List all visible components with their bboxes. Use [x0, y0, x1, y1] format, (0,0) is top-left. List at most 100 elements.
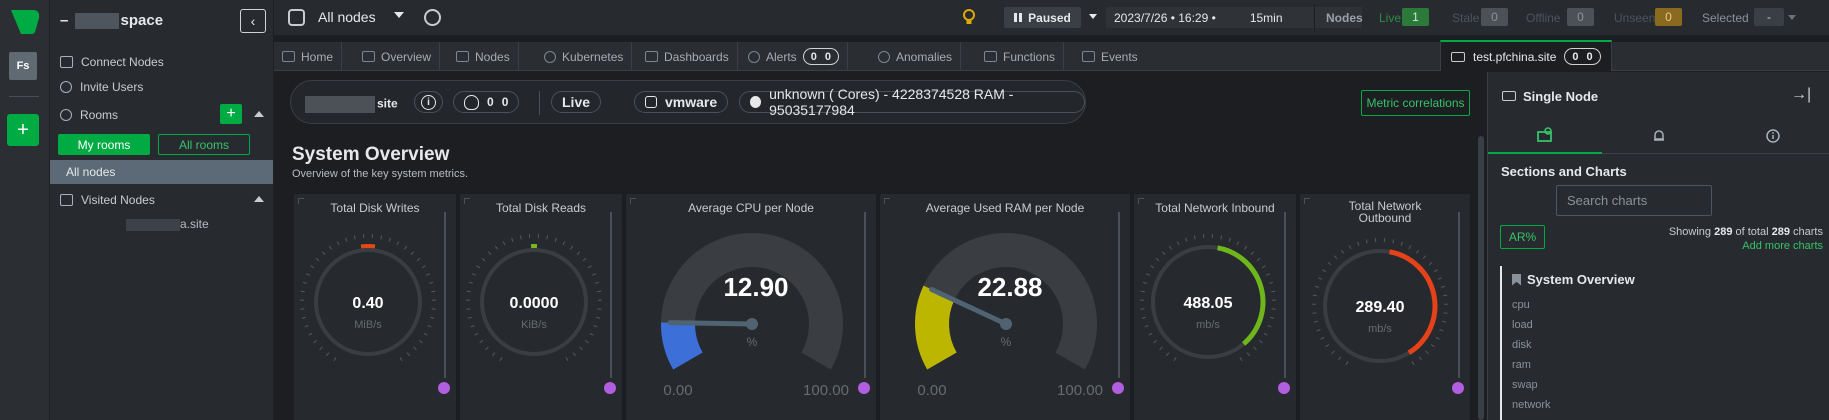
invite-users-link[interactable]: Invite Users	[60, 80, 143, 94]
node-specs-pill[interactable]: unknown ( Cores) - 4228374528 RAM - 9503…	[739, 86, 1085, 118]
rooms-collapse-icon[interactable]	[254, 111, 264, 117]
node-icon	[1502, 91, 1516, 101]
lightbulb-icon[interactable]	[962, 8, 976, 26]
live-status-pill[interactable]: Live	[551, 91, 602, 113]
gauge-tick	[345, 237, 348, 242]
tree-item-network[interactable]: network	[1512, 399, 1551, 411]
add-space-button[interactable]: +	[7, 114, 39, 146]
gauge-tick	[416, 257, 421, 262]
metric-correlations-button[interactable]: Metric correlations	[1361, 90, 1470, 116]
chevron-down-icon[interactable]	[394, 12, 404, 18]
main-scrollbar[interactable]	[1478, 136, 1484, 420]
tab-dashboards[interactable]: Dashboards	[637, 42, 738, 71]
collapse-sidebar-button[interactable]: ‹	[240, 9, 266, 33]
gauge-card-ram[interactable]: Average Used RAM per Node 22.88 % 0.00 1…	[880, 194, 1130, 420]
gauge-tick	[413, 346, 417, 351]
gauge-track	[661, 233, 843, 370]
room-selector[interactable]: All nodes	[318, 9, 376, 25]
gauge-card-net-outbound[interactable]: Total Network Outbound 289.40 mb/s	[1300, 194, 1470, 420]
tab-overview[interactable]: Overview	[354, 42, 441, 71]
gauge-tick	[1263, 332, 1268, 336]
chevron-down-icon[interactable]	[1089, 14, 1097, 19]
tab-anomalies[interactable]: Anomalies	[870, 42, 962, 71]
chevron-down-icon[interactable]	[1788, 15, 1796, 20]
gauge-card-disk-reads[interactable]: Total Disk Reads 0.0000 KiB/s	[460, 194, 622, 420]
tree-item-load[interactable]: load	[1512, 319, 1533, 331]
connect-nodes-link[interactable]: Connect Nodes	[60, 55, 164, 69]
alerts-warning-count: 0	[824, 50, 831, 63]
tree-item-swap[interactable]: swap	[1512, 379, 1538, 391]
tab-events[interactable]: Events	[1074, 42, 1146, 71]
node-alerts-pill[interactable]: 0 0	[453, 91, 520, 113]
gauge-card-disk-writes[interactable]: Total Disk Writes 0.40 MiB/s	[294, 194, 456, 420]
visited-collapse-icon[interactable]	[254, 196, 264, 202]
tab-kubernetes[interactable]: Kubernetes	[536, 42, 633, 71]
collapse-panel-icon[interactable]: →|	[1791, 86, 1812, 103]
tree-item-ram[interactable]: ram	[1512, 359, 1531, 371]
node-info-button[interactable]: i	[414, 91, 443, 113]
gauge-tick	[492, 352, 496, 357]
gear-icon[interactable]	[424, 9, 441, 26]
node-name: site	[305, 96, 398, 113]
card-scale-bar	[864, 212, 866, 378]
visited-node-item[interactable]: a.site	[126, 217, 209, 231]
connect-nodes-label: Connect Nodes	[81, 55, 164, 69]
gauge-tick	[1269, 281, 1274, 284]
virtualization-pill[interactable]: vmware	[634, 91, 729, 113]
gauge-value-arc	[1217, 245, 1266, 346]
anomaly-dot-icon[interactable]	[1112, 382, 1124, 394]
tree-item-disk[interactable]: disk	[1512, 339, 1532, 351]
gauge-tick	[591, 273, 597, 276]
ar-percent-button[interactable]: AR%	[1500, 225, 1545, 249]
search-charts-input[interactable]	[1556, 185, 1712, 216]
netdata-logo-icon[interactable]	[9, 6, 41, 38]
gauge-tick	[1439, 329, 1444, 332]
divider	[539, 91, 540, 115]
tab-info[interactable]	[1716, 118, 1829, 154]
tab-alerts-panel[interactable]	[1602, 118, 1716, 154]
gauge-tick	[1340, 249, 1345, 254]
tab-functions[interactable]: Functions	[976, 42, 1065, 71]
offline-count-badge[interactable]: 0	[1567, 8, 1594, 26]
unseen-count-badge[interactable]: 0	[1655, 8, 1682, 26]
tab-nodes[interactable]: Nodes	[448, 42, 519, 71]
stale-count-badge[interactable]: 0	[1481, 8, 1508, 26]
card-corner	[1138, 198, 1144, 204]
selected-count-badge[interactable]: -	[1754, 8, 1784, 26]
all-rooms-button[interactable]: All rooms	[158, 134, 250, 155]
gauge-tick	[572, 352, 576, 357]
gauge-card-net-inbound[interactable]: Total Network Inbound 488.05 mb/s	[1134, 194, 1296, 420]
card-corner	[630, 198, 636, 204]
my-rooms-button[interactable]: My rooms	[58, 134, 150, 155]
gauge-tick	[328, 245, 333, 250]
tree-item-cpu[interactable]: cpu	[1512, 299, 1530, 311]
anomaly-dot-icon[interactable]	[1452, 382, 1464, 394]
gauge-tick	[1155, 257, 1160, 262]
anomaly-dot-icon[interactable]	[1278, 382, 1290, 394]
add-room-button[interactable]: +	[220, 104, 242, 124]
live-count-badge[interactable]: 1	[1402, 8, 1429, 26]
tree-section-system-overview[interactable]: System Overview	[1512, 272, 1635, 287]
gauge-tick	[1271, 290, 1276, 293]
gauge-chart: 12.90 % 0.00 100.00	[661, 233, 849, 399]
visited-nodes-header[interactable]: Visited Nodes	[60, 193, 155, 207]
gauge-tick	[319, 346, 323, 351]
add-more-charts-link[interactable]: Add more charts	[1742, 240, 1823, 252]
tab-charts[interactable]	[1488, 118, 1602, 154]
gauge-tick	[511, 237, 514, 242]
space-avatar[interactable]: Fs	[9, 52, 37, 80]
playback-status-button[interactable]: Paused	[1004, 7, 1081, 28]
rooms-header[interactable]: Rooms	[60, 108, 118, 122]
time-range-picker[interactable]: 2023/7/26 • 16:29 • 15min	[1106, 7, 1362, 28]
gauge-tick	[1246, 352, 1250, 357]
gauge-card-cpu[interactable]: Average CPU per Node 12.90 % 0.00 100.00	[626, 194, 876, 420]
tab-home[interactable]: Home	[274, 42, 343, 71]
dashboard-icon	[645, 51, 658, 62]
anomaly-dot-icon[interactable]	[604, 382, 616, 394]
room-item-all-nodes[interactable]: All nodes	[50, 160, 273, 184]
anomaly-dot-icon[interactable]	[858, 382, 870, 394]
gauge-tick	[396, 241, 400, 246]
anomaly-dot-icon[interactable]	[438, 382, 450, 394]
